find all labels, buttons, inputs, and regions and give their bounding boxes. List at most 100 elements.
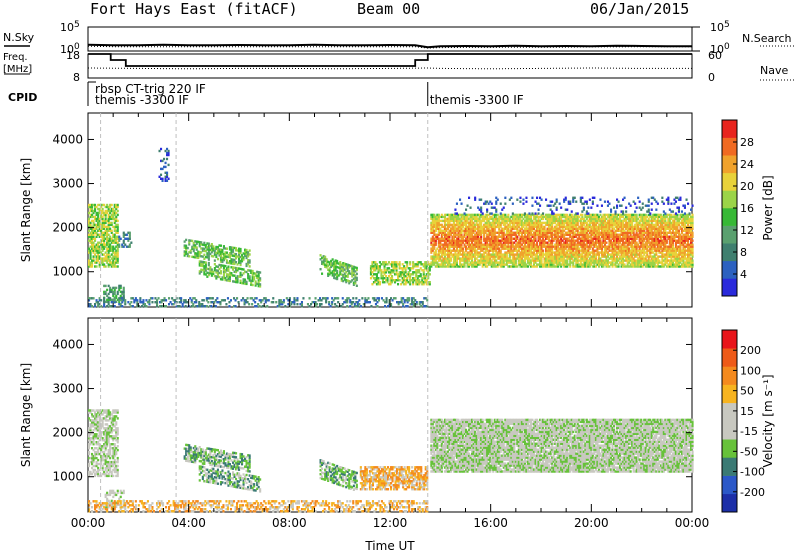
power-cell [257, 278, 260, 282]
power-cell [323, 297, 326, 300]
power-cell [539, 223, 542, 227]
power-cell [443, 239, 446, 242]
power-cell [244, 248, 247, 251]
power-cell [254, 301, 257, 304]
power-cell [542, 215, 545, 219]
power-cell [474, 227, 477, 230]
power-cell [254, 284, 257, 287]
power-cell [501, 263, 504, 266]
power-cell [468, 229, 471, 232]
power-cell [201, 264, 204, 268]
power-cell [416, 271, 419, 274]
power-cell [436, 233, 439, 236]
power-cell [433, 239, 436, 242]
power-cell [92, 233, 95, 236]
power-cell [455, 233, 458, 236]
power-cell [526, 229, 529, 232]
power-cell [200, 243, 203, 246]
power-cell [98, 207, 101, 211]
power-cell [581, 213, 584, 217]
power-cell [225, 275, 228, 278]
power-data-cells [88, 147, 694, 308]
power-cell [204, 273, 207, 276]
power-cell [219, 266, 222, 269]
power-cell [98, 225, 101, 229]
power-cell [443, 223, 446, 227]
power-cell [526, 241, 529, 244]
power-cell [516, 223, 519, 227]
power-cell [254, 282, 257, 285]
power-cell [198, 264, 201, 267]
power-cell [113, 305, 116, 308]
power-cell [386, 269, 389, 272]
power-cell [440, 233, 443, 236]
power-cell [98, 261, 101, 264]
power-cell [507, 225, 510, 229]
power-cell [472, 229, 475, 232]
power-cell [531, 247, 534, 250]
power-cell [233, 254, 236, 258]
power-cell [457, 249, 460, 252]
power-cell [528, 231, 531, 234]
power-cell [334, 303, 337, 306]
power-cell [355, 301, 358, 304]
power-cell [372, 267, 375, 270]
power-cell [389, 281, 392, 284]
power-cell [92, 245, 95, 248]
power-cell [460, 227, 463, 230]
power-cell [89, 261, 92, 264]
power-cell [115, 229, 118, 232]
power-cell [98, 229, 101, 232]
power-cell [539, 251, 542, 254]
power-cell [529, 259, 532, 262]
power-cell [202, 299, 205, 302]
power-cell [115, 225, 118, 229]
power-cell [225, 279, 228, 282]
power-cell [423, 305, 426, 308]
power-cell [412, 279, 415, 282]
power-cell [221, 260, 224, 264]
power-cell [525, 249, 528, 252]
power-cell [455, 221, 458, 225]
power-cell [446, 257, 449, 260]
power-cell [391, 261, 394, 264]
power-cell [522, 263, 525, 266]
power-cell [425, 283, 428, 286]
power-cell [540, 247, 543, 250]
power-cell [468, 247, 471, 250]
power-cell [227, 253, 230, 257]
power-cell [193, 301, 196, 304]
power-cell [484, 249, 487, 252]
power-cell [161, 179, 164, 182]
power-cell [395, 263, 398, 266]
power-cell [190, 299, 193, 302]
power-cell [490, 233, 493, 236]
power-cell [487, 237, 490, 240]
power-cell [386, 277, 389, 280]
power-cell [468, 233, 471, 236]
power-cell [469, 255, 472, 258]
power-cell [374, 267, 377, 270]
power-cell [434, 253, 437, 256]
power-cell [501, 257, 504, 260]
power-cell [184, 301, 187, 304]
power-cell [352, 269, 355, 273]
power-cell [238, 249, 241, 252]
power-cell [439, 219, 442, 223]
power-cell [106, 211, 109, 215]
power-cell [322, 259, 325, 262]
power-cell [484, 221, 487, 225]
power-cell [528, 233, 531, 236]
power-cell [490, 227, 493, 230]
power-cell [348, 282, 351, 285]
power-cell [540, 233, 543, 236]
power-cell [380, 271, 383, 274]
power-cell [336, 275, 339, 279]
power-cell [517, 241, 520, 244]
power-cell [406, 279, 409, 282]
power-cell [240, 299, 243, 302]
power-cell [542, 229, 545, 232]
power-cell [254, 305, 257, 308]
power-cell [510, 239, 513, 242]
power-cell [403, 299, 406, 302]
